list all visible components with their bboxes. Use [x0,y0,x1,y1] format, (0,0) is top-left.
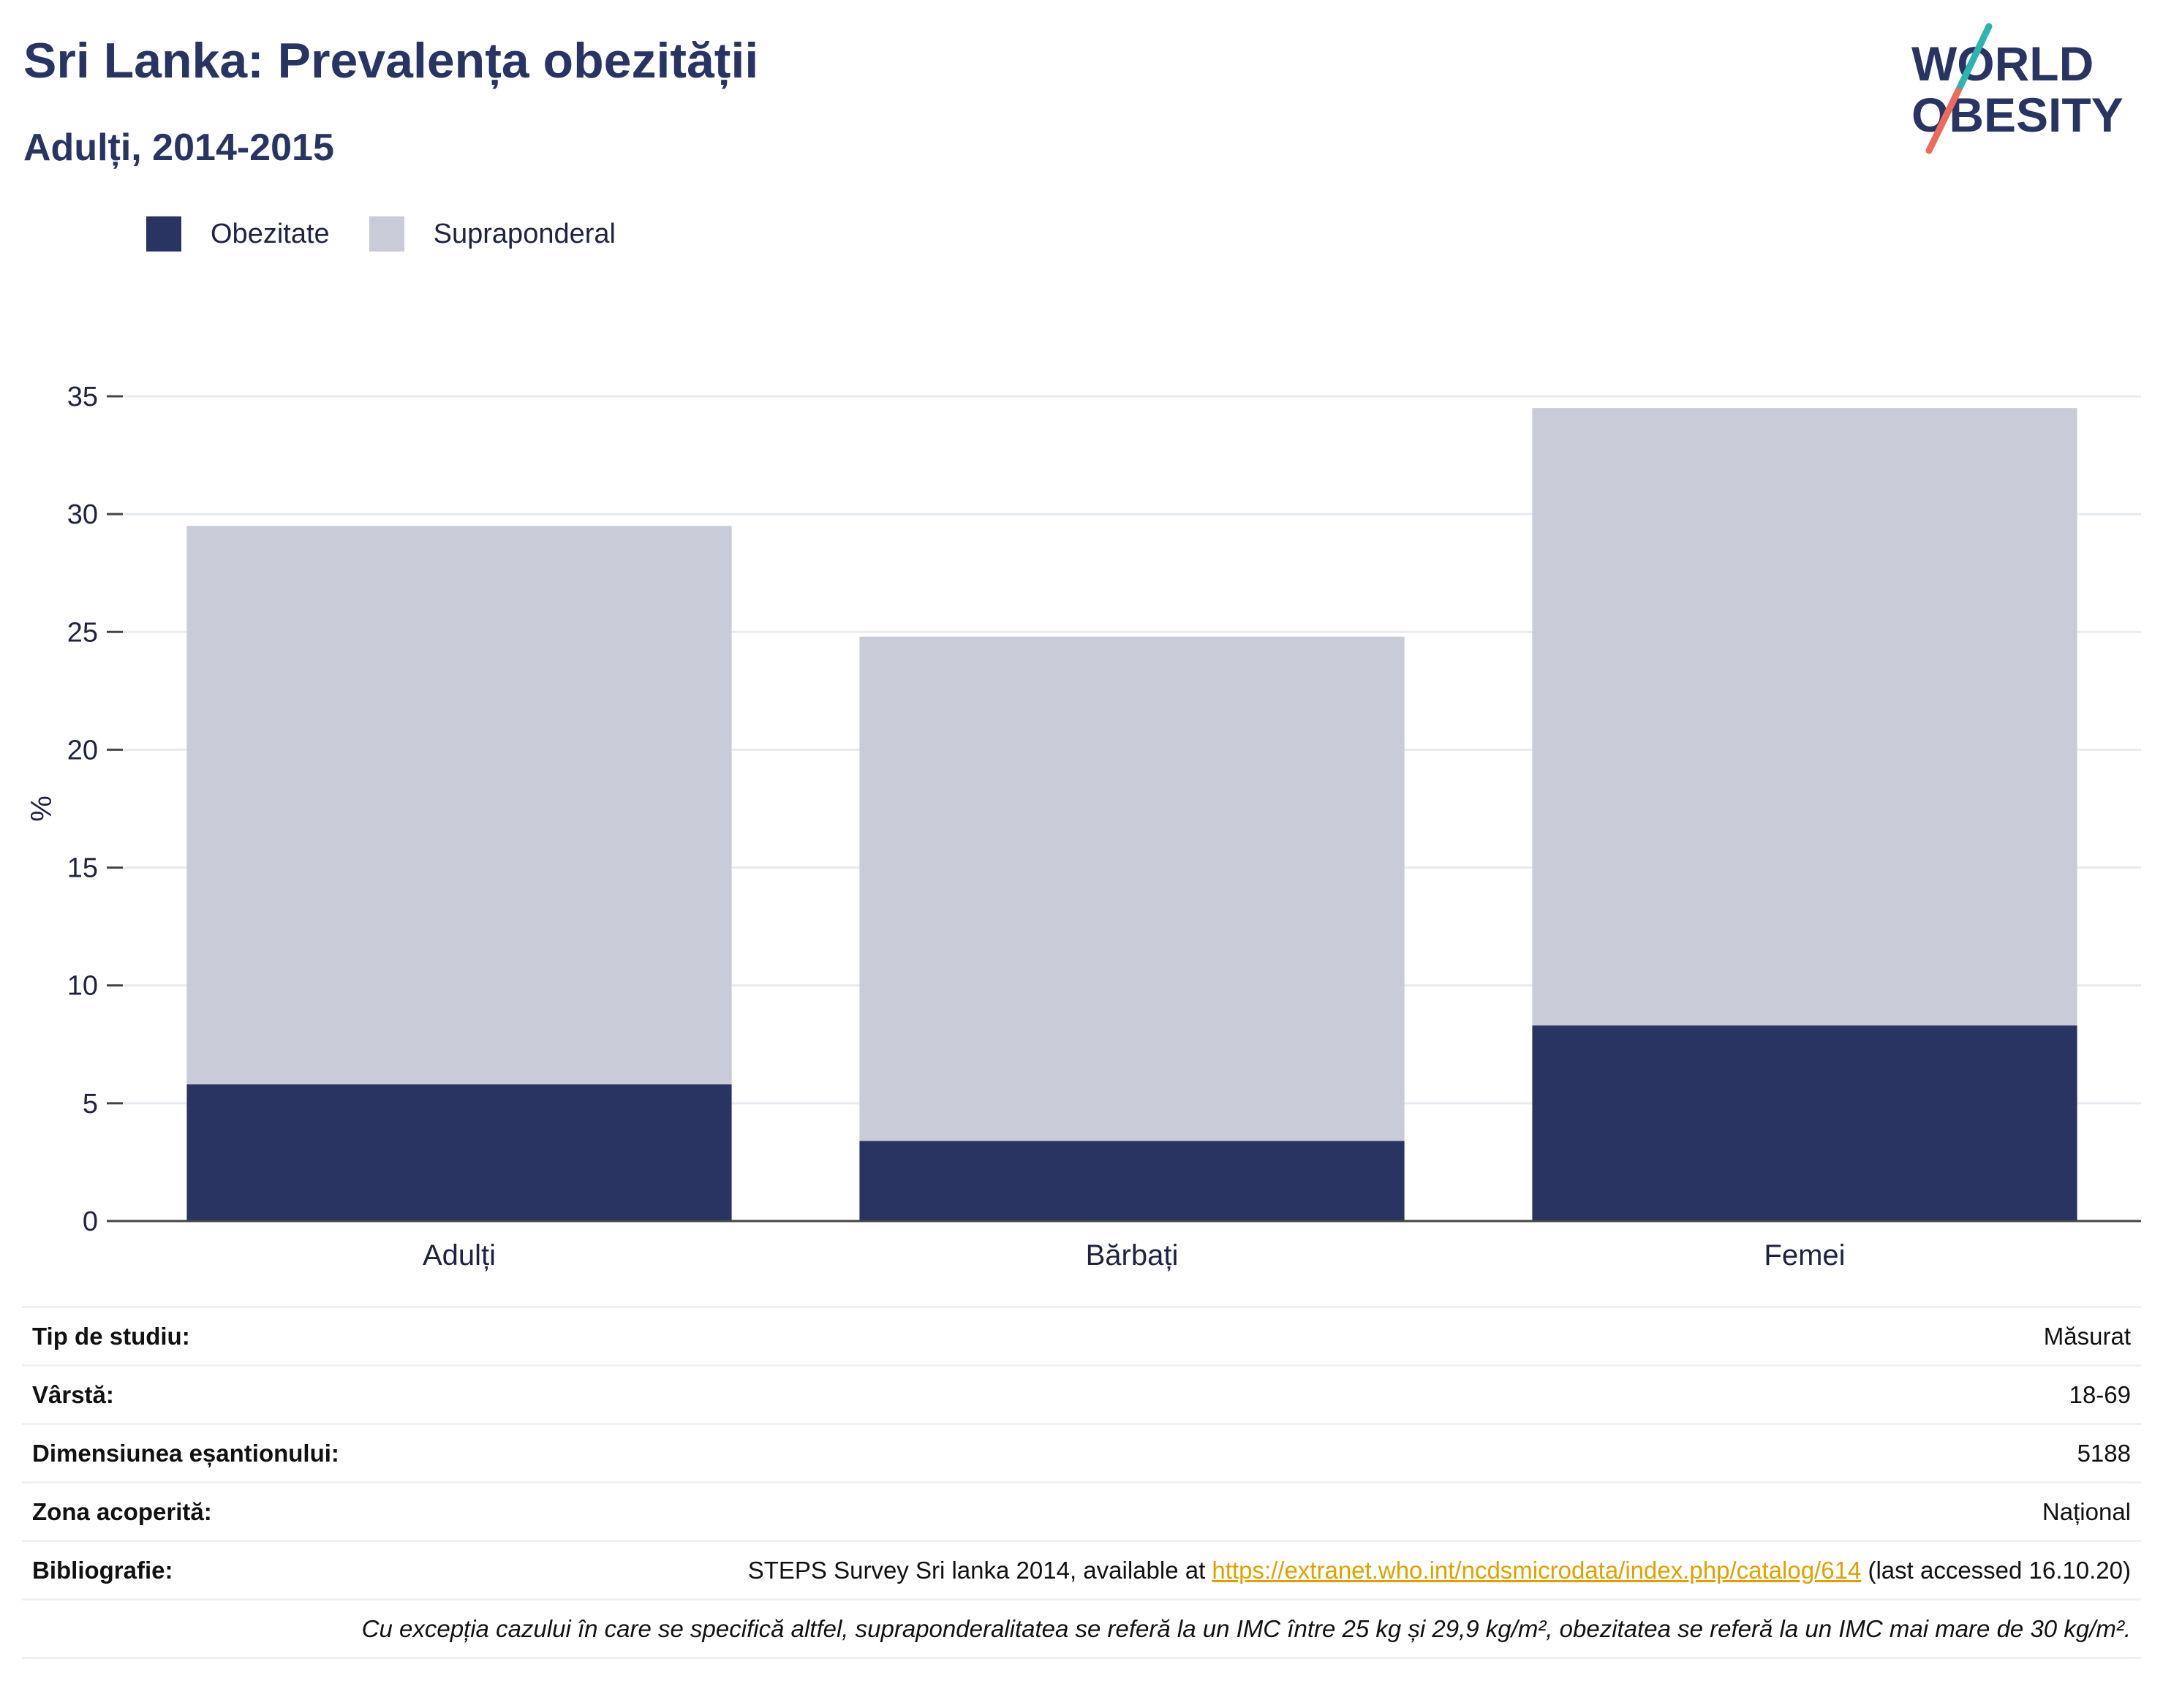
info-row-coverage: Zona acoperită: Național [22,1484,2141,1542]
x-tick-label: Bărbați [1086,1239,1179,1271]
legend-item-supraponderal[interactable]: Supraponderal [369,216,616,252]
bar-obezitate-1 [859,1141,1404,1221]
legend-swatch-supraponderal [369,216,404,252]
info-row-bibliography: Bibliografie: STEPS Survey Sri lanka 201… [22,1542,2141,1601]
info-row-sample-size: Dimensiunea eșantionului: 5188 [22,1425,2141,1484]
info-value: Național [2042,1498,2131,1526]
y-tick-label: 25 [67,617,98,648]
info-key: Zona acoperită: [32,1498,212,1526]
y-tick-label: 30 [67,499,98,530]
study-info-table: Tip de studiu: Măsurat Vârstă: 18-69 Dim… [22,1306,2141,1659]
bibliography-link[interactable]: https://extranet.who.int/ncdsmicrodata/i… [1212,1557,1861,1584]
bar-obezitate-2 [1532,1026,2077,1221]
info-key: Tip de studiu: [32,1323,190,1350]
y-tick-label: 20 [67,735,98,766]
chart-legend: Obezitate Supraponderal [146,216,655,252]
bar-chart: 0 5 10 15 20 25 30 35% Adulți Bărbați Femei [0,366,2163,1272]
footnote: Cu excepția cazului în care se specifică… [22,1601,2141,1659]
legend-label-obezitate: Obezitate [211,219,330,250]
info-value: Măsurat [2044,1323,2131,1350]
info-row-study-type: Tip de studiu: Măsurat [22,1308,2141,1367]
legend-label-supraponderal: Supraponderal [434,219,616,250]
bar-supraponderal-2 [1532,408,2077,1025]
info-key: Dimensiunea eșantionului: [32,1440,339,1467]
bibliography-suffix: (last accessed 16.10.20) [1861,1557,2131,1584]
y-tick-label: 35 [67,382,98,412]
y-tick-label: 5 [83,1089,98,1119]
logo-line1: WORLD [1911,37,2094,91]
legend-item-obezitate[interactable]: Obezitate [146,216,330,252]
x-tick-label: Adulți [423,1239,496,1271]
info-row-age: Vârstă: 18-69 [22,1367,2141,1425]
y-tick-label: 0 [83,1206,98,1237]
bar-supraponderal-1 [859,637,1404,1141]
x-tick-label: Femei [1764,1239,1845,1271]
info-key: Vârstă: [32,1381,114,1409]
chart-title: Sri Lanka: Prevalența obezității [23,32,758,89]
info-value: 18-69 [2069,1381,2131,1409]
chart-subtitle: Adulți, 2014-2015 [23,126,334,170]
bar-supraponderal-0 [186,526,731,1084]
y-tick-label: 10 [67,971,98,1002]
y-tick-label: 15 [67,853,98,884]
info-key: Bibliografie: [32,1557,173,1584]
bibliography-prefix: STEPS Survey Sri lanka 2014, available a… [748,1557,1212,1584]
bar-obezitate-0 [186,1084,731,1221]
bibliography-value: STEPS Survey Sri lanka 2014, available a… [748,1557,2131,1584]
world-obesity-logo: WORLD OBESITY [1901,20,2150,159]
legend-swatch-obezitate [146,216,181,252]
y-axis-label: % [26,796,58,822]
info-value: 5188 [2077,1440,2131,1467]
